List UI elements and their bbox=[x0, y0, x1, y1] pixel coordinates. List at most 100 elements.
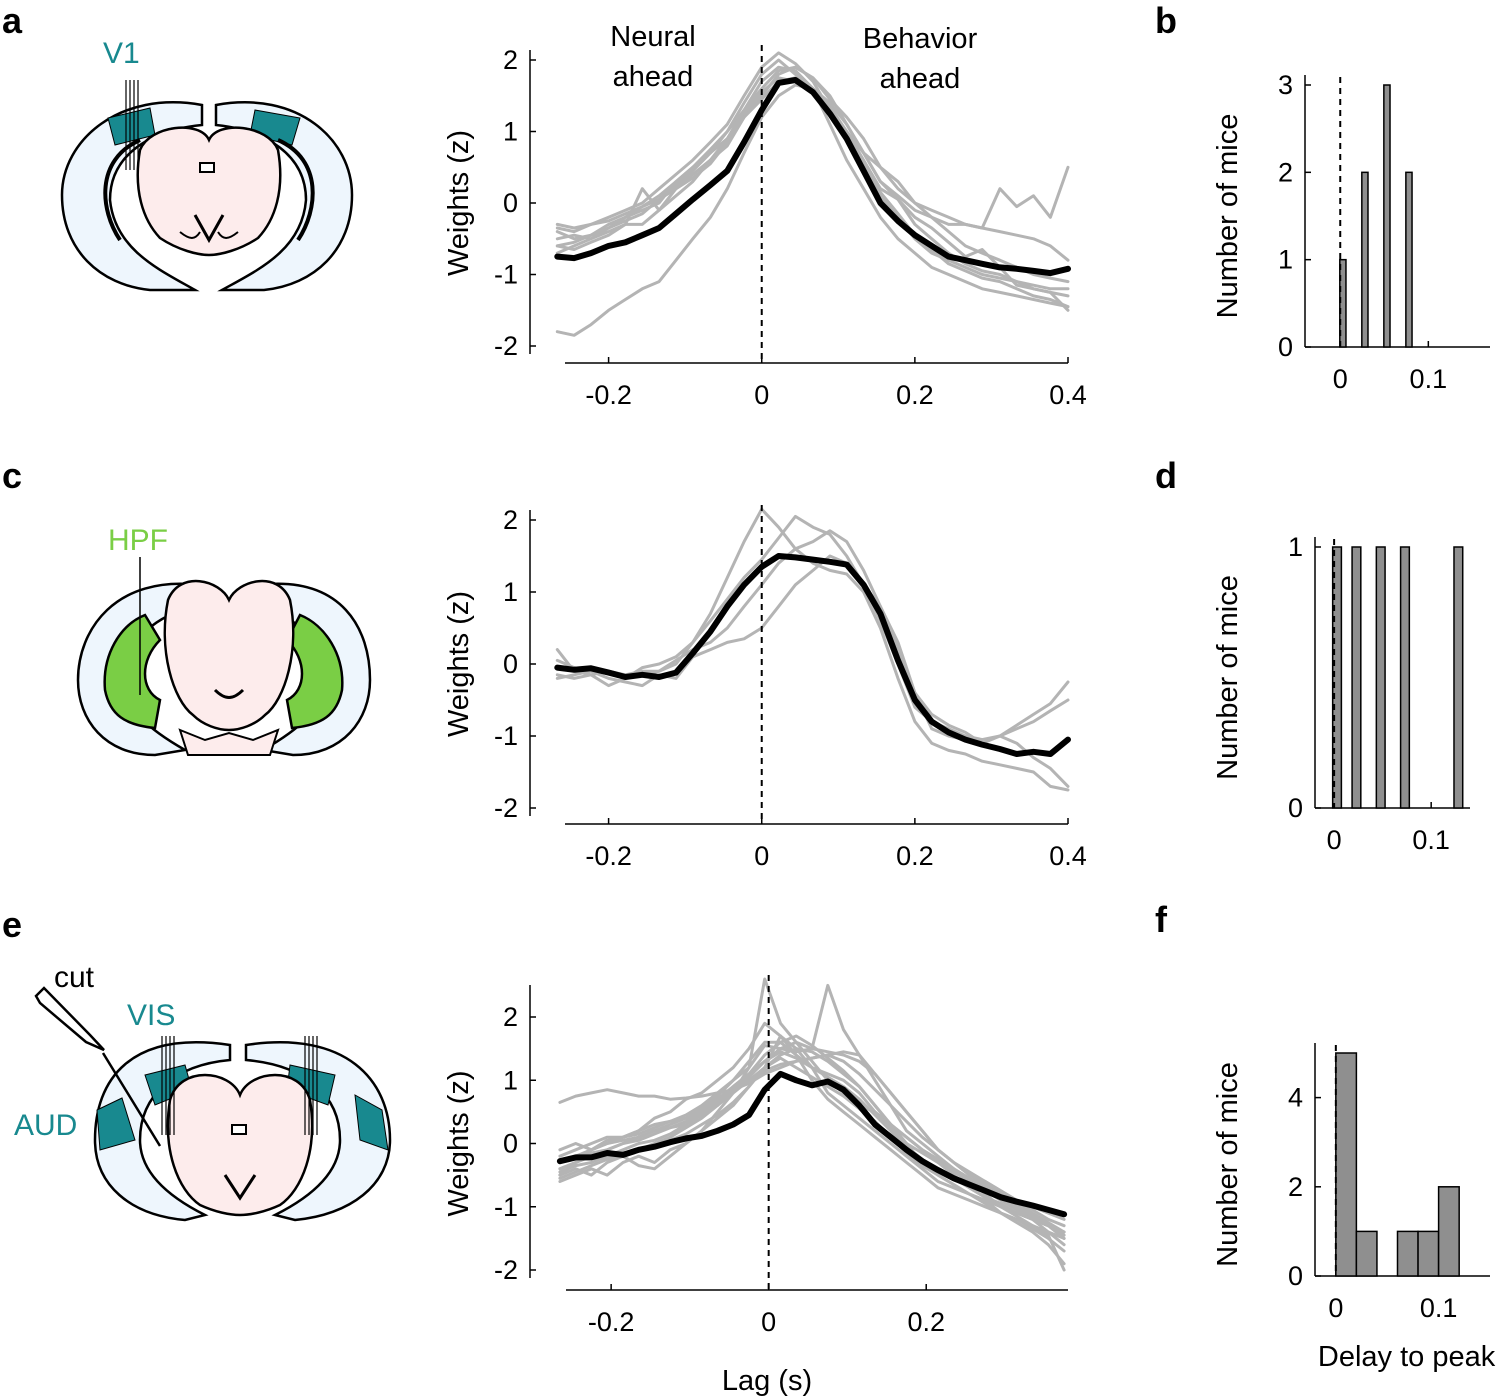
y-tick-label: 2 bbox=[1288, 1172, 1303, 1202]
x-tick-label: 0 bbox=[754, 380, 769, 410]
y-tick-label: 0 bbox=[1288, 1261, 1303, 1291]
probe-a bbox=[125, 80, 139, 170]
x-tick-label: 0.1 bbox=[1420, 1293, 1458, 1323]
x-tick-label: -0.2 bbox=[585, 380, 632, 410]
x-tick-label: 0 bbox=[761, 1307, 776, 1337]
bar-0.022 bbox=[1351, 546, 1362, 809]
brainstem-a bbox=[136, 126, 282, 257]
annotation-neural-ahead-1: Neural bbox=[610, 21, 695, 53]
x-tick-label: 0 bbox=[754, 841, 769, 871]
region-label-aud: AUD bbox=[14, 1109, 77, 1142]
x-tick-label: 0 bbox=[1327, 825, 1342, 855]
y-tick-label: 0 bbox=[503, 649, 518, 679]
series-line-mean bbox=[556, 1070, 1068, 1218]
series-line-mean bbox=[554, 553, 1071, 757]
scalpel-icon bbox=[34, 986, 162, 1147]
x-tick-label: 0.2 bbox=[896, 380, 934, 410]
y-tick-label: 0 bbox=[503, 1129, 518, 1159]
chart-delay-hist-d: 0 1 0 0.1 Number of mice bbox=[1212, 532, 1470, 855]
aud-left bbox=[96, 1097, 136, 1151]
y-axis-label: Number of mice bbox=[1212, 1062, 1244, 1267]
y-tick-label: 2 bbox=[503, 505, 518, 535]
panel-label-c: c bbox=[2, 455, 22, 496]
bar-0.08 bbox=[1417, 1230, 1440, 1277]
bar-0.025 bbox=[1361, 171, 1369, 348]
y-tick-label: 1 bbox=[1288, 532, 1303, 562]
y-tick-label: 0 bbox=[503, 188, 518, 218]
series-line-mouse-8 bbox=[558, 1044, 1066, 1228]
bar-0.1 bbox=[1437, 1186, 1460, 1277]
series-line-mouse-7 bbox=[555, 76, 1070, 248]
x-tick-label: 0.1 bbox=[1412, 825, 1450, 855]
x-axis-label: Lag (s) bbox=[722, 1365, 812, 1396]
bar-0.067 bbox=[1399, 546, 1411, 809]
x-axis-label: Delay to peak (s) bbox=[1318, 1341, 1499, 1373]
brainstem-c bbox=[163, 580, 295, 732]
y-tick-label: -2 bbox=[494, 793, 518, 823]
y-tick-label: 1 bbox=[503, 117, 518, 147]
x-tick-label: 0 bbox=[1333, 364, 1348, 394]
chart-weights-a: -2 -1 0 1 2 -0.2 0 0.2 0.4 Weights (z) bbox=[443, 45, 1087, 410]
panel-label-e: e bbox=[2, 904, 22, 945]
y-tick-label: -2 bbox=[494, 331, 518, 361]
brainstem-e bbox=[166, 1073, 314, 1217]
series-line-mouse-10 bbox=[558, 1053, 1066, 1234]
chart-delay-hist-f: 0 2 4 0 0.1 Number of mice Delay to peak (s) bbox=[1212, 1043, 1499, 1373]
annotation-neural-ahead-2: ahead bbox=[613, 61, 694, 93]
chart-delay-hist-b: 0 1 2 3 0 0.1 Number of mice bbox=[1212, 70, 1490, 394]
y-tick-label: -2 bbox=[494, 1255, 518, 1285]
y-tick-label: -1 bbox=[494, 1192, 518, 1222]
bar-0.02 bbox=[1355, 1230, 1378, 1277]
brain-diagram-c bbox=[76, 580, 372, 757]
y-tick-label: 2 bbox=[503, 45, 518, 75]
y-axis-label: Weights (z) bbox=[443, 1070, 475, 1216]
hpf-right bbox=[285, 613, 344, 730]
annotation-behavior-ahead-2: ahead bbox=[880, 63, 961, 95]
x-tick-label: 0.4 bbox=[1049, 380, 1087, 410]
bar-0.044 bbox=[1375, 546, 1386, 809]
panel-label-f: f bbox=[1155, 899, 1168, 940]
bar-0.122 bbox=[1453, 546, 1464, 809]
y-tick-label: -1 bbox=[494, 260, 518, 290]
series-line-mouse-6 bbox=[555, 65, 1070, 284]
probe-e-left bbox=[161, 1036, 175, 1135]
y-axis-label: Number of mice bbox=[1212, 575, 1244, 780]
brain-diagram-a bbox=[60, 101, 354, 292]
series-line-mouse-2 bbox=[555, 65, 1070, 309]
probe-e-right bbox=[304, 1036, 318, 1135]
x-tick-label: 0.4 bbox=[1049, 841, 1087, 871]
cortex-right-a bbox=[214, 101, 354, 292]
y-tick-label: 2 bbox=[1278, 157, 1293, 187]
x-tick-label: -0.2 bbox=[585, 841, 632, 871]
y-tick-label: 1 bbox=[503, 577, 518, 607]
y-tick-label: 4 bbox=[1288, 1083, 1303, 1113]
series-line-mouse-1 bbox=[555, 51, 1070, 298]
aud-right bbox=[354, 1094, 389, 1151]
hpf-left bbox=[103, 613, 162, 730]
panel-label-b: b bbox=[1155, 0, 1177, 41]
y-tick-label: 0 bbox=[1288, 793, 1303, 823]
y-axis-label: Number of mice bbox=[1212, 114, 1244, 319]
chart-weights-e: -2 -1 0 1 2 -0.2 0 0.2 Weights (z) Lag (s) bbox=[443, 975, 1068, 1396]
series-line-mean bbox=[554, 77, 1071, 277]
y-tick-label: 0 bbox=[1278, 332, 1293, 362]
bar-0 bbox=[1339, 258, 1347, 348]
bar-0 bbox=[1331, 546, 1343, 809]
annotation-behavior-ahead-1: Behavior bbox=[863, 23, 978, 55]
y-axis-label: Weights (z) bbox=[443, 591, 475, 737]
series-line-mouse-12 bbox=[558, 1050, 1066, 1272]
x-tick-label: 0.2 bbox=[907, 1307, 945, 1337]
series-line-mouse-5 bbox=[558, 1047, 1066, 1266]
bar-0.075 bbox=[1405, 171, 1413, 348]
x-tick-label: 0.1 bbox=[1410, 364, 1448, 394]
bar-0 bbox=[1335, 1052, 1358, 1277]
y-tick-label: 2 bbox=[503, 1002, 518, 1032]
series-line-mouse-4 bbox=[555, 554, 1070, 745]
y-tick-label: 1 bbox=[503, 1065, 518, 1095]
brain-diagram-e bbox=[93, 1041, 392, 1222]
x-tick-label: 0 bbox=[1328, 1293, 1343, 1323]
chart-weights-c: -2 -1 0 1 2 -0.2 0 0.2 0.4 Weights (z) bbox=[443, 505, 1087, 871]
y-tick-label: 1 bbox=[1278, 245, 1293, 275]
panel-label-a: a bbox=[2, 0, 23, 41]
